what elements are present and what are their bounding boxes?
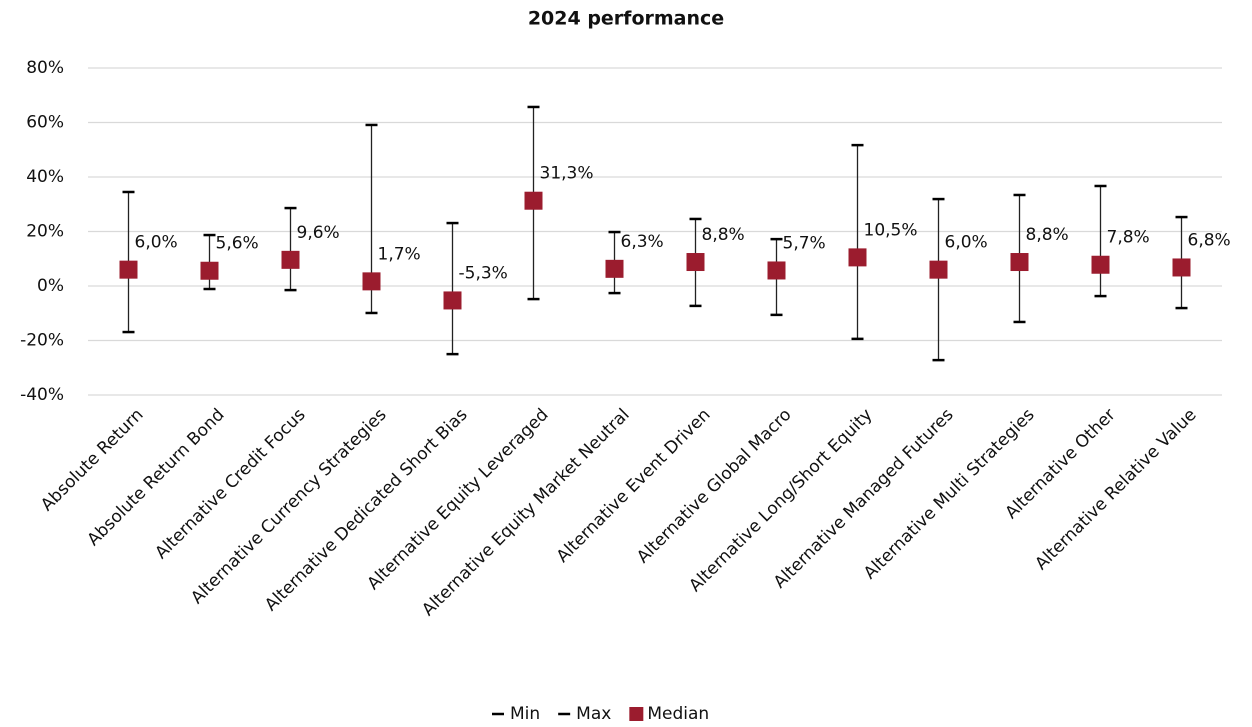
y-tick-label: -20%	[20, 331, 64, 351]
data-label: -5,3%	[459, 263, 508, 283]
x-tick-label: Alternative Event Driven	[553, 405, 715, 567]
x-tick-label: Alternative Global Macro	[633, 405, 795, 567]
legend-label: Median	[647, 704, 709, 724]
median-marker	[524, 191, 543, 210]
data-label: 7,8%	[1107, 228, 1150, 248]
median-marker	[1091, 255, 1110, 274]
x-tick-label: Absolute Return Bond	[84, 405, 229, 550]
median-marker	[119, 260, 138, 279]
median-marker	[200, 261, 219, 280]
x-tick-label: Alternative Multi Strategies	[860, 405, 1039, 584]
data-label: 5,7%	[783, 233, 826, 253]
data-label: 8,8%	[1026, 225, 1069, 245]
y-tick-label: 20%	[26, 222, 64, 242]
data-label: 8,8%	[702, 225, 745, 245]
data-label: 6,3%	[621, 232, 664, 252]
y-tick-label: 40%	[26, 167, 64, 187]
y-tick-label: 60%	[26, 113, 64, 133]
data-label: 31,3%	[540, 164, 594, 184]
median-marker	[848, 248, 867, 267]
median-marker	[281, 250, 300, 269]
legend-label: Min	[510, 704, 540, 724]
chart-title: 2024 performance	[528, 8, 724, 30]
data-label: 6,0%	[135, 233, 178, 253]
median-marker	[1010, 253, 1029, 272]
x-tick-label: Alternative Relative Value	[1031, 405, 1200, 574]
data-label: 5,6%	[216, 234, 259, 254]
median-marker	[1172, 258, 1191, 277]
median-marker	[362, 272, 381, 291]
median-marker	[686, 253, 705, 272]
median-marker	[443, 291, 462, 310]
median-marker	[767, 261, 786, 280]
legend-swatch	[629, 707, 644, 721]
data-label: 6,0%	[945, 233, 988, 253]
data-label: 1,7%	[378, 244, 421, 264]
y-tick-label: 0%	[37, 276, 64, 296]
x-tick-label: Alternative Credit Focus	[151, 405, 309, 563]
median-marker	[929, 260, 948, 279]
median-marker	[605, 259, 624, 278]
data-label: 9,6%	[297, 223, 340, 243]
data-label: 10,5%	[864, 220, 918, 240]
legend-label: Max	[576, 704, 611, 724]
data-label: 6,8%	[1188, 230, 1231, 250]
y-tick-label: -40%	[20, 385, 64, 405]
y-tick-label: 80%	[26, 58, 64, 78]
